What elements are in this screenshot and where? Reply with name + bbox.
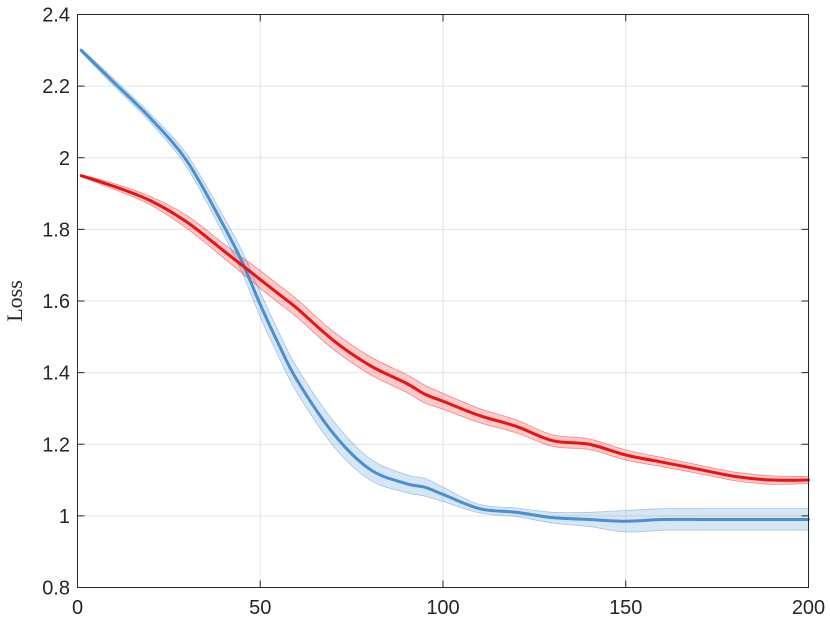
y-tick-label: 2.2 [42, 76, 70, 98]
x-tick-label: 200 [792, 597, 825, 619]
y-axis-label: Loss [2, 280, 27, 322]
series-lines [79, 48, 810, 523]
series-1-band [80, 47, 809, 533]
y-tick-label: 1.8 [42, 219, 70, 241]
y-tick-label: 1.4 [42, 363, 70, 385]
series-2-line [79, 174, 810, 482]
series-1-line [79, 48, 810, 523]
y-tick-label: 2.4 [42, 5, 70, 27]
x-tick-label: 150 [609, 597, 642, 619]
y-tick-label: 2 [59, 148, 70, 170]
confidence-bands [80, 47, 809, 533]
axis-ticks: 0 50 100 150 200 0.8 1 1.2 1.4 1.6 1.8 2 2.2 2.4 [42, 5, 825, 620]
y-tick-label: 1.2 [42, 434, 70, 456]
y-tick-label: 1 [59, 506, 70, 528]
x-tick-label: 50 [249, 597, 271, 619]
y-tick-label: 0.8 [42, 578, 70, 600]
series-2-band [80, 174, 809, 485]
x-tick-label: 100 [426, 597, 459, 619]
y-tick-label: 1.6 [42, 291, 70, 313]
grid [77, 14, 809, 588]
x-tick-label: 0 [72, 597, 83, 619]
